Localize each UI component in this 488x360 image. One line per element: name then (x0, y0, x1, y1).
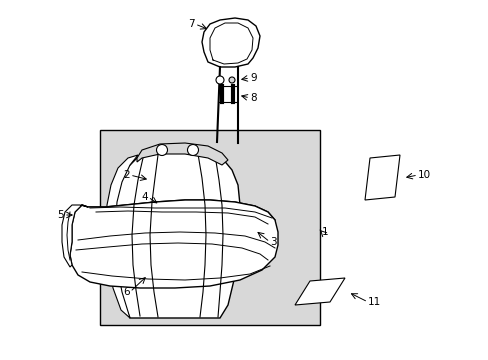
Text: 9: 9 (249, 73, 256, 83)
Bar (100, 130, 319, 325)
Circle shape (216, 76, 224, 84)
Text: 1: 1 (321, 227, 328, 237)
Text: 3: 3 (269, 237, 276, 247)
Polygon shape (137, 143, 227, 165)
Polygon shape (106, 155, 138, 318)
Polygon shape (62, 205, 88, 267)
Circle shape (228, 77, 235, 83)
Text: 5: 5 (57, 210, 64, 220)
Text: 4: 4 (141, 192, 148, 202)
Polygon shape (70, 200, 278, 288)
Text: 7: 7 (188, 19, 195, 29)
Polygon shape (202, 18, 260, 67)
Circle shape (156, 144, 167, 156)
Text: 2: 2 (123, 170, 130, 180)
Polygon shape (70, 200, 274, 257)
Text: 10: 10 (417, 170, 430, 180)
Polygon shape (294, 278, 345, 305)
Polygon shape (364, 155, 399, 200)
Circle shape (187, 144, 198, 156)
Text: 6: 6 (123, 287, 130, 297)
Text: 11: 11 (367, 297, 381, 307)
Text: 8: 8 (249, 93, 256, 103)
Polygon shape (110, 147, 240, 318)
